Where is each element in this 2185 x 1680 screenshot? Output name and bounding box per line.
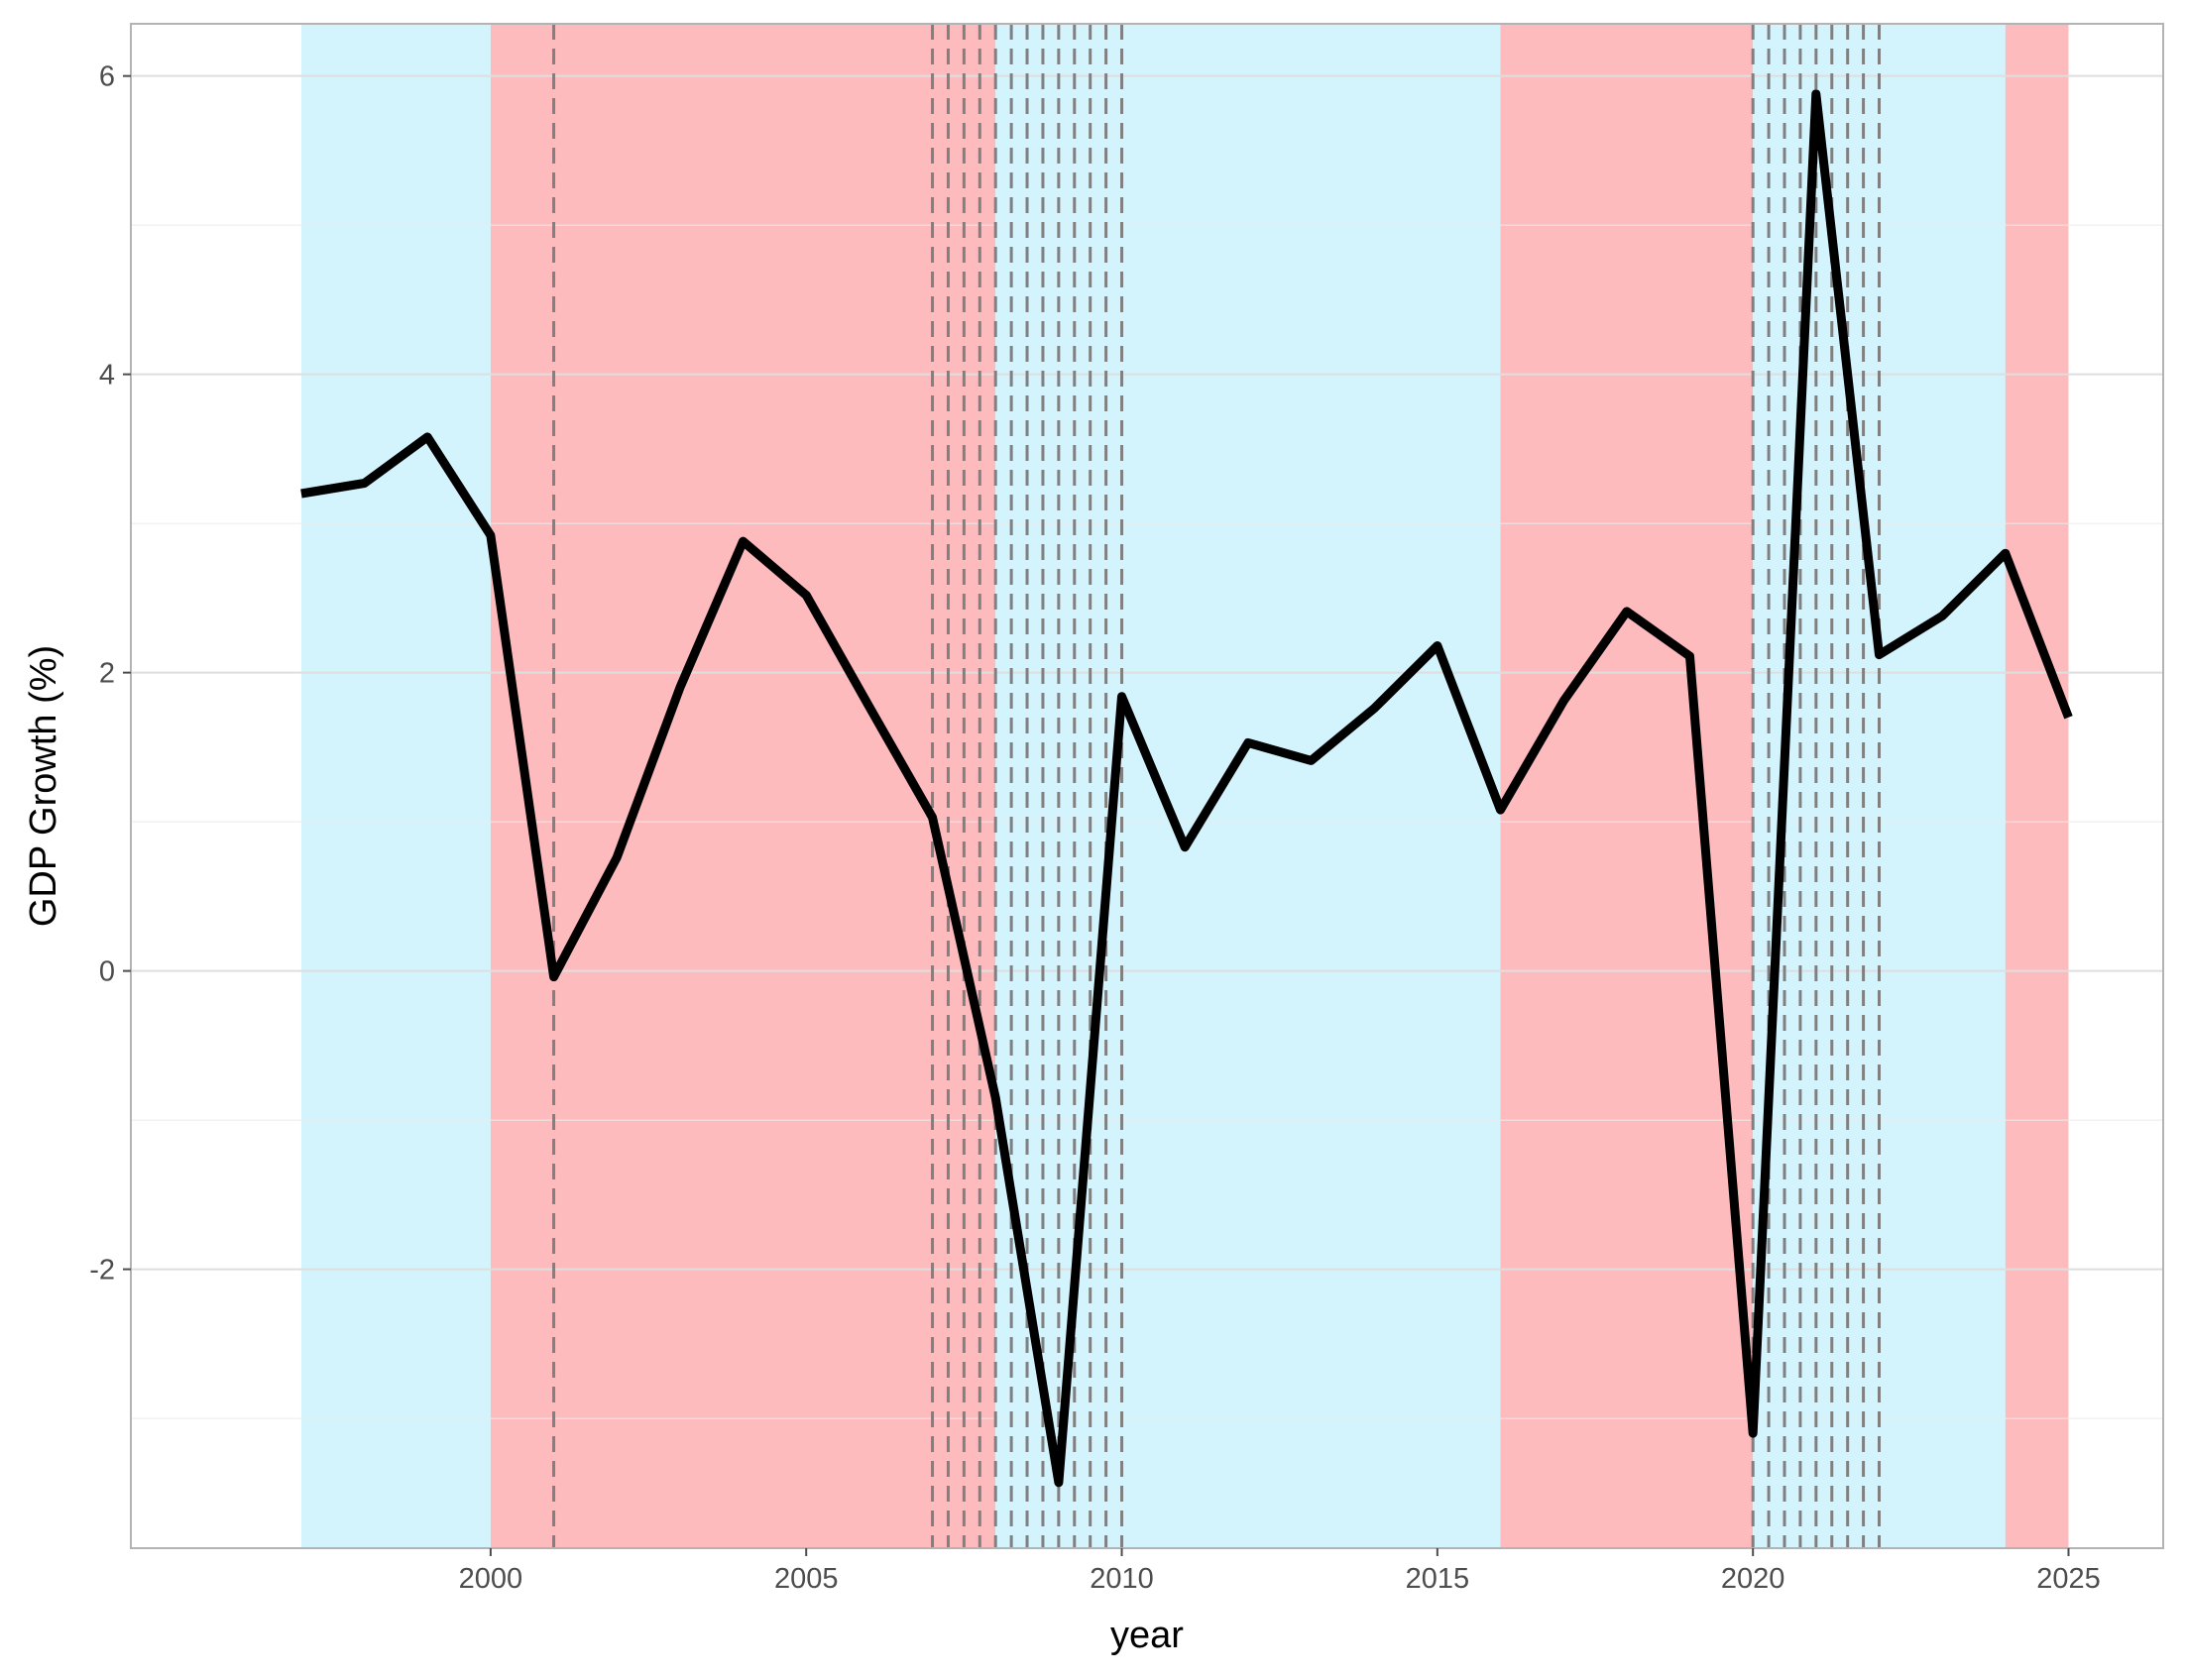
y-tick-label: 4 [99, 360, 115, 392]
shaded-region-1 [490, 24, 996, 1548]
y-tick-label: -2 [89, 1255, 115, 1287]
y-tick-label: 0 [99, 956, 115, 988]
x-tick-label: 2000 [459, 1563, 523, 1595]
x-tick-label: 2025 [2036, 1563, 2101, 1595]
x-tick-label: 2015 [1406, 1563, 1470, 1595]
shaded-region-3 [1500, 24, 1754, 1548]
shaded-region-0 [300, 24, 491, 1548]
x-axis-title: year [1110, 1615, 1184, 1656]
shaded-regions [300, 24, 2069, 1548]
x-tick-label: 2010 [1090, 1563, 1154, 1595]
grid-lines [131, 74, 2163, 1419]
axes: 2000 2005 2010 2015 2020 2025 -2 0 2 4 6 [89, 61, 2101, 1595]
series-layer [300, 89, 2073, 1488]
y-axis-title: GDP Growth (%) [23, 645, 64, 927]
y-tick-label: 2 [99, 658, 115, 690]
plot-panel-border [130, 23, 2164, 1549]
shaded-region-5 [2005, 24, 2069, 1548]
x-tick-label: 2020 [1721, 1563, 1785, 1595]
series-line-0 [300, 89, 2073, 1488]
y-tick-label: 6 [99, 61, 115, 93]
shaded-region-2 [995, 24, 1501, 1548]
x-tick-label: 2005 [774, 1563, 839, 1595]
